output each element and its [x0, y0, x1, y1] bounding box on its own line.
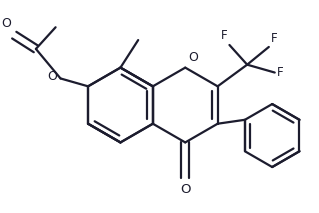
Text: F: F	[221, 29, 227, 42]
Text: O: O	[180, 183, 190, 196]
Text: O: O	[188, 51, 198, 64]
Text: F: F	[277, 66, 283, 79]
Text: F: F	[271, 32, 278, 45]
Text: O: O	[48, 70, 57, 83]
Text: O: O	[1, 17, 11, 30]
